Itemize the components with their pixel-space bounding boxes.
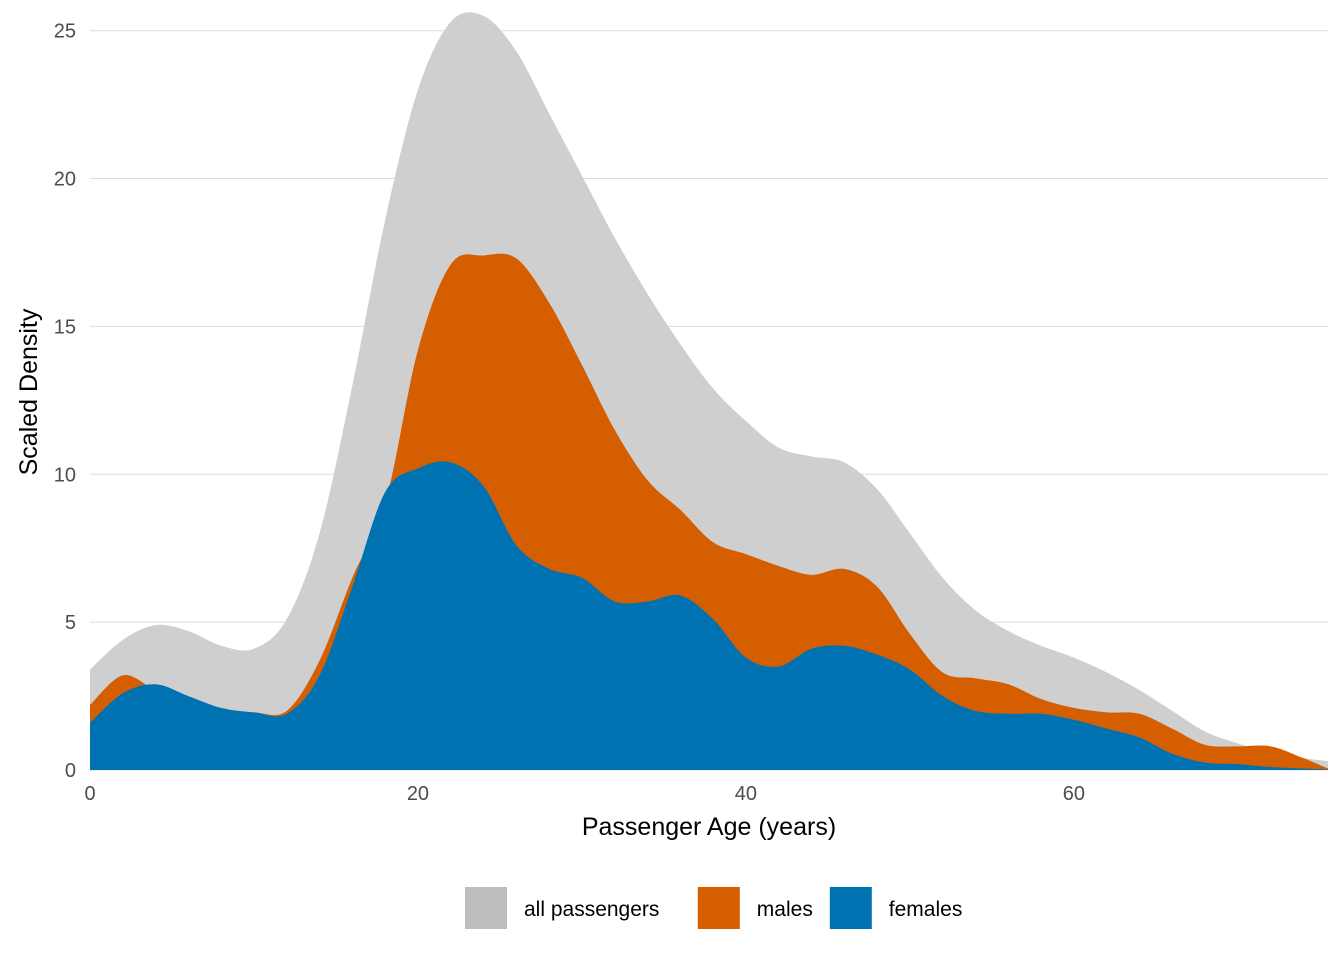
legend: all passengers males females — [465, 887, 962, 929]
x-tick-label-0: 0 — [84, 783, 95, 805]
legend-label-females: females — [889, 898, 963, 921]
legend-key-females — [829, 887, 872, 929]
x-axis-title: Passenger Age (years) — [582, 813, 836, 841]
y-axis-title: Scaled Density — [15, 308, 43, 475]
y-tick-label-15: 15 — [54, 316, 76, 338]
density-areas — [90, 12, 1328, 770]
y-tick-label-0: 0 — [65, 760, 76, 782]
y-tick-label-5: 5 — [65, 612, 76, 634]
legend-key-all-passengers — [465, 887, 507, 929]
x-tick-label-60: 60 — [1063, 783, 1085, 805]
y-tick-label-25: 25 — [54, 21, 76, 43]
legend-label-males: males — [757, 898, 813, 921]
x-tick-label-40: 40 — [735, 783, 757, 805]
x-tick-label-20: 20 — [407, 783, 429, 805]
legend-label-all-passengers: all passengers — [524, 898, 659, 921]
area-females — [90, 461, 1328, 770]
y-tick-label-20: 20 — [54, 169, 76, 191]
legend-key-males — [697, 887, 740, 929]
y-tick-label-10: 10 — [54, 464, 76, 486]
x-axis-ticks: 0 20 40 60 — [84, 783, 1085, 805]
y-axis-ticks: 0 5 10 15 20 25 — [54, 21, 76, 782]
